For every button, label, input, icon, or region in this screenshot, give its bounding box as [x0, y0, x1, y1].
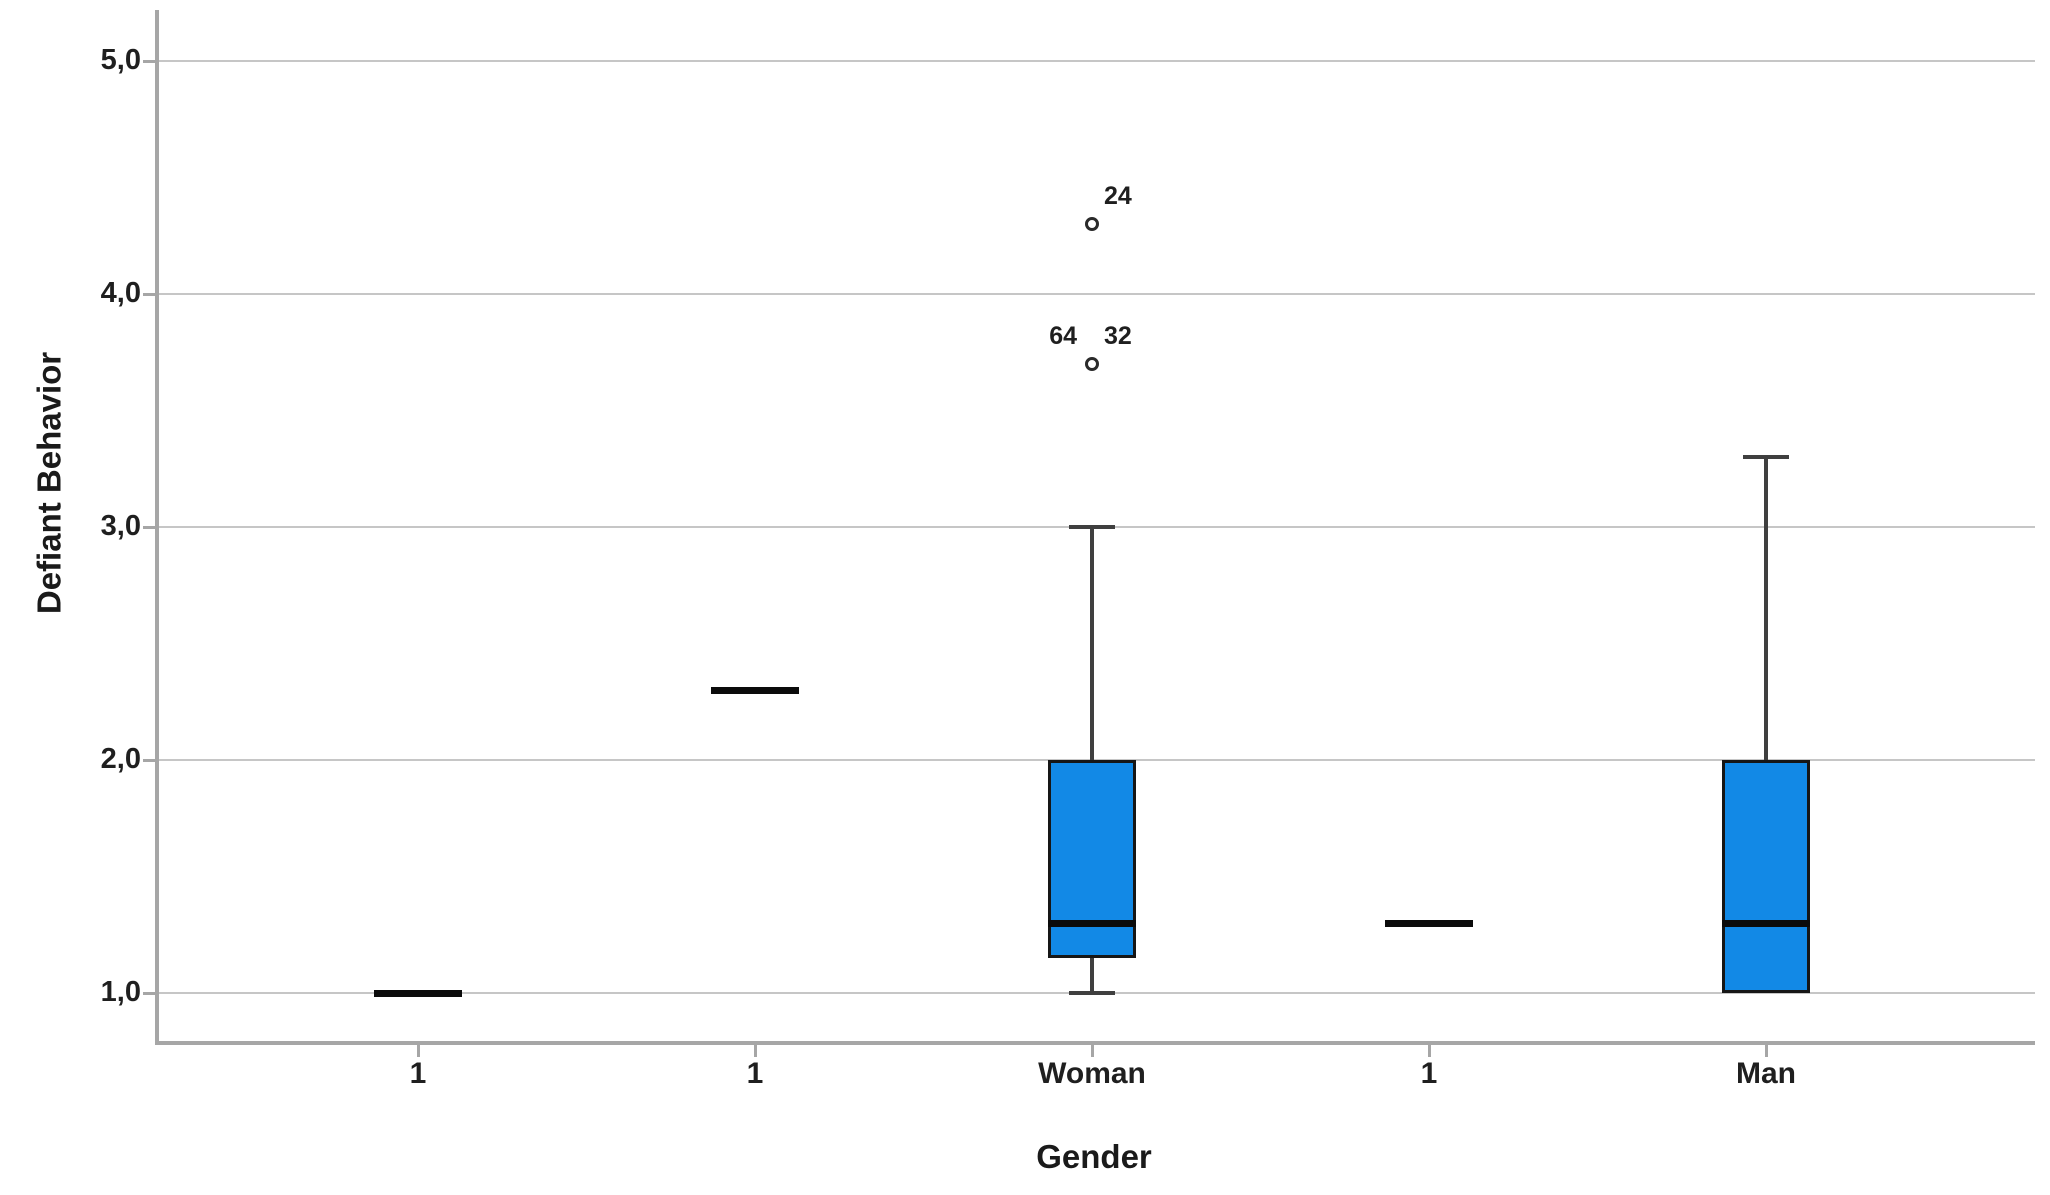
median-line — [1048, 920, 1136, 927]
whisker-cap — [1069, 525, 1115, 529]
degenerate-median-line — [711, 687, 799, 694]
x-tick-mark — [417, 1045, 420, 1057]
y-tick-mark — [143, 60, 157, 63]
x-axis-title: Gender — [1036, 1138, 1152, 1175]
x-tick-mark — [1091, 1045, 1094, 1057]
x-tick-label: 1 — [409, 1057, 427, 1090]
y-tick-label: 1,0 — [100, 976, 141, 1008]
y-tick-mark — [143, 526, 157, 529]
outlier-label: 24 — [1104, 182, 1132, 210]
y-tick-label: 5,0 — [100, 44, 141, 76]
y-tick-label: 2,0 — [100, 743, 141, 775]
outlier-label: 64 — [1049, 322, 1077, 350]
y-tick-mark — [143, 293, 157, 296]
whisker-cap — [1743, 455, 1789, 459]
y-axis-title: Defiant Behavior — [30, 351, 68, 615]
x-tick-mark — [1765, 1045, 1768, 1057]
outlier-label: 32 — [1104, 322, 1132, 350]
x-tick-label: Man — [1736, 1057, 1796, 1090]
x-tick-label: 1 — [1420, 1057, 1438, 1090]
outlier-point — [1085, 217, 1099, 231]
x-tick-mark — [1428, 1045, 1431, 1057]
y-gridline — [157, 293, 2035, 295]
x-tick-label: 1 — [746, 1057, 764, 1090]
x-tick-mark — [754, 1045, 757, 1057]
median-line — [1722, 920, 1810, 927]
whisker-line — [1090, 527, 1094, 760]
y-gridline — [157, 60, 2035, 62]
x-tick-label: Woman — [1038, 1057, 1146, 1090]
x-axis-line — [155, 1041, 2035, 1045]
degenerate-median-line — [1385, 920, 1473, 927]
y-axis-line — [155, 10, 159, 1045]
whisker-line — [1090, 958, 1094, 993]
y-tick-mark — [143, 759, 157, 762]
outlier-point — [1085, 357, 1099, 371]
y-tick-mark — [143, 992, 157, 995]
y-tick-label: 3,0 — [100, 510, 141, 542]
boxplot-box — [1722, 760, 1810, 993]
y-tick-label: 4,0 — [100, 277, 141, 309]
whisker-line — [1764, 457, 1768, 760]
degenerate-median-line — [374, 990, 462, 997]
whisker-cap — [1069, 991, 1115, 995]
boxplot-box — [1048, 760, 1136, 958]
